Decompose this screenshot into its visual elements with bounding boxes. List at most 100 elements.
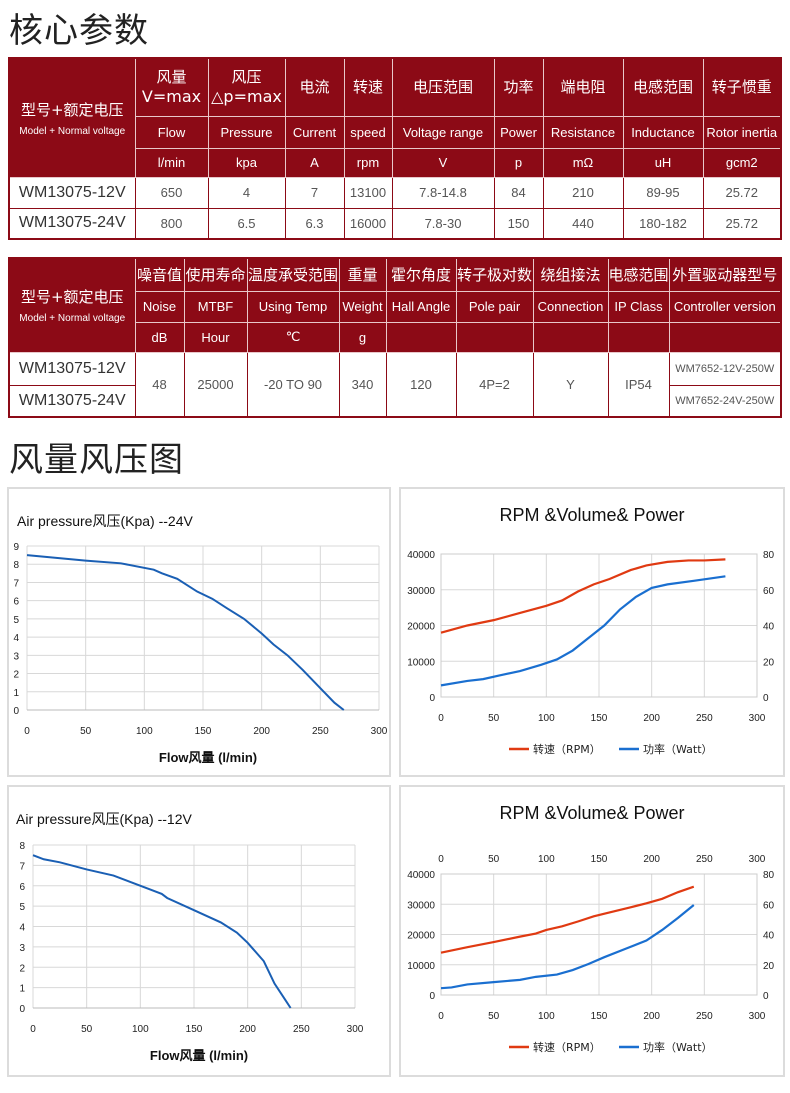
model-header-cn: 型号+额定电压 (20, 100, 124, 119)
col-controller-unit (668, 321, 782, 353)
header-row-cn: 型号+额定电压 Model + Normal voltage 噪音值 使用寿命 … (8, 257, 782, 353)
svg-text:7: 7 (19, 861, 25, 872)
svg-text:100: 100 (538, 1011, 555, 1022)
col-connection-unit (532, 321, 609, 353)
core-params-table: 型号+额定电压 Model + Normal voltage 风量 V=max 风… (8, 57, 782, 240)
svg-text:0: 0 (13, 706, 19, 717)
col-weight-cn: 重量 (338, 257, 387, 292)
svg-text:100: 100 (538, 713, 555, 724)
pole-value: 4P=2 (455, 351, 534, 418)
col-power-en: Power (493, 115, 544, 149)
svg-text:150: 150 (195, 726, 212, 737)
svg-text:20: 20 (763, 657, 775, 668)
rpm-power-plot: 0 50 100 150 200 250 300 0 10000 20000 30000 40000 0… (407, 550, 775, 756)
header-row-unit: dB Hour ℃ g (9, 321, 782, 353)
svg-text:50: 50 (80, 726, 92, 737)
legend-label: 功率（Watt） (643, 742, 713, 756)
col-speed-cn: 转速 (343, 57, 393, 117)
svg-text:4: 4 (19, 923, 25, 934)
col-power-cn: 功率 (493, 57, 544, 117)
svg-text:200: 200 (643, 1011, 660, 1022)
col-weight-en: Weight (338, 290, 387, 323)
col-controller-cn: 外置驱动器型号 (668, 257, 782, 292)
header-row-en: Noise MTBF Using Temp Weight Hall Angle … (9, 290, 782, 323)
col-pressure-en: Pressure (207, 115, 286, 149)
svg-text:250: 250 (696, 854, 713, 865)
extra-params-table: 型号+额定电压 Model + Normal voltage 噪音值 使用寿命 … (8, 257, 782, 418)
col-ip-en: IP Class (607, 290, 670, 323)
col-inertia-en: Rotor inertia (702, 115, 782, 149)
svg-text:300: 300 (749, 1011, 766, 1022)
col-noise-en: Noise (134, 290, 185, 323)
weight-value: 340 (338, 351, 387, 418)
rpm-line (440, 558, 726, 634)
svg-text:60: 60 (763, 900, 775, 911)
svg-text:1: 1 (13, 688, 19, 699)
table-row: WM13075-12V 48 25000 -20 TO 90 340 120 4… (8, 351, 782, 418)
col-voltage-cn: 电压范围 (391, 57, 495, 117)
svg-text:10000: 10000 (407, 961, 435, 972)
col-mtbf-cn: 使用寿命 (183, 257, 248, 292)
col-inductance-cn: 电感范围 (622, 57, 704, 117)
table-cell: 13100 (343, 176, 393, 209)
svg-text:7: 7 (13, 578, 19, 589)
col-pole-cn: 转子极对数 (455, 257, 534, 292)
pressure-curve-plot: 0 50 100 150 200 250 300 0 1 2 3 4 5 6 7 8 9 Flow风量 (l/mi… (13, 542, 388, 765)
table-cell: 440 (542, 207, 624, 240)
model-header-en: Model + Normal voltage (19, 125, 126, 137)
table-cell: 7 (284, 176, 345, 209)
table-cell: 4 (207, 176, 286, 209)
pressure-curve-plot: 0 50 100 150 200 250 300 0 1 2 3 4 5 6 7 8 Flow风量 (l/min… (19, 841, 363, 1063)
svg-text:20000: 20000 (407, 931, 435, 942)
svg-text:Flow风量 (l/min): Flow风量 (l/min) (150, 1048, 248, 1063)
table-row: WM13075-12V 650 4 7 13100 7.8-14.8 84 21… (8, 176, 782, 209)
col-speed-unit: rpm (343, 147, 393, 178)
legend-label: 功率（Watt） (643, 1040, 713, 1054)
chart-title: RPM &Volume& Power (499, 803, 685, 823)
col-pressure-unit: kpa (207, 147, 286, 178)
svg-text:200: 200 (643, 713, 660, 724)
svg-text:2: 2 (19, 963, 25, 974)
svg-text:250: 250 (312, 726, 329, 737)
col-voltage-unit: V (391, 147, 495, 178)
col-power-unit: p (493, 147, 544, 178)
svg-text:3: 3 (19, 943, 25, 954)
header-row-en: Flow Pressure Current speed Voltage rang… (9, 115, 782, 149)
table-cell: 89-95 (622, 176, 704, 209)
svg-text:1: 1 (19, 984, 25, 995)
power-line (440, 575, 726, 687)
svg-text:50: 50 (81, 1024, 93, 1035)
svg-text:50: 50 (488, 854, 500, 865)
svg-text:250: 250 (696, 713, 713, 724)
svg-text:50: 50 (488, 1011, 500, 1022)
header-row-cn: 型号+额定电压 Model + Normal voltage 风量 V=max 风… (8, 57, 782, 178)
noise-value: 48 (134, 351, 185, 418)
svg-text:300: 300 (749, 713, 766, 724)
svg-text:0: 0 (763, 693, 769, 704)
svg-text:100: 100 (132, 1024, 149, 1035)
svg-text:40: 40 (763, 622, 775, 633)
hall-value: 120 (385, 351, 457, 418)
col-speed-en: speed (343, 115, 393, 149)
svg-text:200: 200 (239, 1024, 256, 1035)
table-cell: 25.72 (702, 176, 782, 209)
col-pressure-cn: 风压 △p=max (207, 57, 286, 117)
svg-text:30000: 30000 (407, 586, 435, 597)
controller-value: WM7652-12V-250W (668, 351, 782, 386)
table-cell: 84 (493, 176, 544, 209)
controller-value: WM7652-24V-250W (668, 384, 782, 418)
svg-text:300: 300 (371, 726, 388, 737)
svg-text:200: 200 (253, 726, 270, 737)
svg-text:150: 150 (186, 1024, 203, 1035)
core-params-title: 核心参数 (9, 11, 149, 51)
col-resistance-en: Resistance (542, 115, 624, 149)
svg-text:40: 40 (763, 931, 775, 942)
col-noise-cn: 噪音值 (134, 257, 185, 292)
col-temp-unit: ℃ (246, 321, 340, 353)
svg-text:5: 5 (19, 902, 25, 913)
svg-text:20000: 20000 (407, 622, 435, 633)
svg-text:0: 0 (429, 693, 435, 704)
chart-rpm-power-12v: RPM &Volume& Power 0 0 50 50 100 100 150 150 200… (399, 785, 785, 1077)
col-flow-cn: 风量 V=max (134, 57, 209, 117)
svg-text:9: 9 (13, 542, 19, 553)
